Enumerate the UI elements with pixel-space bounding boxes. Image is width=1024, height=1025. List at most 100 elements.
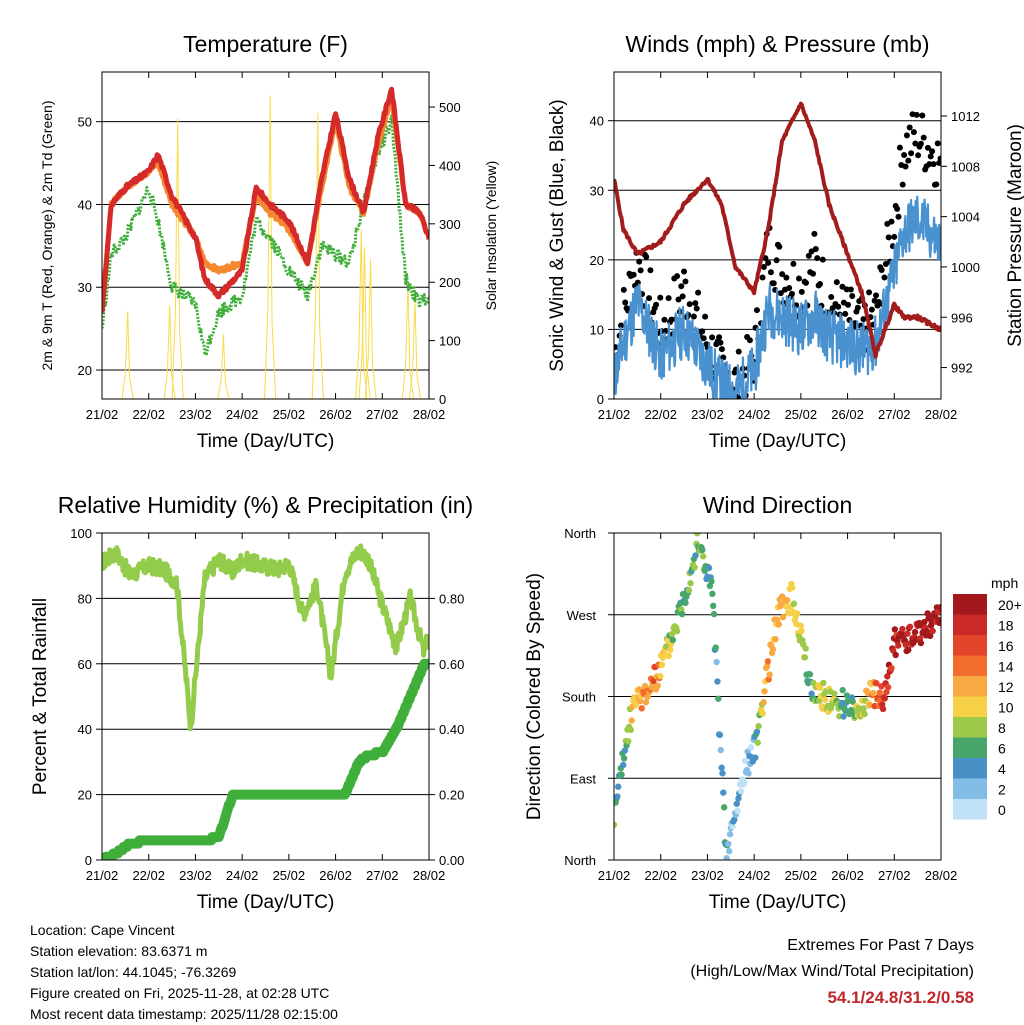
dir-plot-area xyxy=(614,533,941,860)
gust-point xyxy=(622,299,629,306)
temp-x-tick-label: 21/02 xyxy=(86,407,119,422)
wind-direction-point xyxy=(801,654,809,661)
wind-direction-point xyxy=(650,677,657,685)
gust-point xyxy=(699,328,706,335)
dir-y-tick-label: West xyxy=(567,608,597,623)
gust-point xyxy=(777,290,784,297)
gust-point xyxy=(934,140,941,147)
wind-direction-point xyxy=(741,757,749,765)
gust-point xyxy=(814,255,821,262)
gust-point xyxy=(647,267,654,274)
wind-x-tick-label: 25/02 xyxy=(785,407,818,422)
gust-point xyxy=(903,132,910,139)
rh-y2-tick-label: 0.40 xyxy=(439,722,464,737)
dir-x-tick-label: 26/02 xyxy=(831,868,864,883)
dir-x-tick-label: 28/02 xyxy=(925,868,958,883)
wind-direction-point xyxy=(798,627,805,635)
speed-legend-label: 4 xyxy=(998,761,1006,777)
wind-direction-point xyxy=(715,695,722,702)
wind-x-label: Time (Day/UTC) xyxy=(709,431,847,452)
gust-point xyxy=(675,296,682,303)
speed-legend-swatch xyxy=(953,655,987,676)
wind-direction-point xyxy=(884,684,892,691)
wind-direction-point xyxy=(752,754,759,761)
wind-direction-point xyxy=(929,627,936,635)
wind-direction-point xyxy=(657,672,664,680)
gust-point xyxy=(902,163,909,170)
wind-direction-point xyxy=(754,739,761,746)
gust-point xyxy=(717,339,724,346)
gust-point xyxy=(735,348,742,355)
wind-direction-point xyxy=(723,855,730,860)
gust-point xyxy=(690,313,697,320)
temp-title: Temperature (F) xyxy=(183,31,348,57)
gust-point xyxy=(795,275,802,282)
temp-x-tick-label: 22/02 xyxy=(132,407,165,422)
solar-insolation-spike xyxy=(171,118,184,399)
wind-direction-point xyxy=(729,823,736,830)
wind-direction-point xyxy=(775,621,783,628)
gust-point xyxy=(888,218,895,225)
gust-point xyxy=(929,148,936,155)
wind-direction-point xyxy=(642,699,650,706)
wind-direction-point xyxy=(625,738,632,745)
wind-direction-point xyxy=(839,686,846,694)
gust-point xyxy=(661,316,668,323)
wind-direction-point xyxy=(716,731,724,739)
temp-y-label: 2m & 9m T (Red, Orange) & 2m Td (Green) xyxy=(39,101,55,371)
gust-point xyxy=(770,280,777,287)
wind-direction-point xyxy=(895,642,902,649)
gust-point xyxy=(786,285,793,292)
gust-point xyxy=(767,269,774,276)
speed-legend-swatch xyxy=(953,778,987,799)
dir-x-label: Time (Day/UTC) xyxy=(709,892,847,913)
temp-x-tick-label: 23/02 xyxy=(179,407,212,422)
wind-direction-point xyxy=(692,552,699,559)
info-elevation: Station elevation: 83.6371 m xyxy=(30,943,208,959)
dir-x-tick-label: 25/02 xyxy=(785,868,818,883)
gust-point xyxy=(894,205,901,212)
gust-point xyxy=(753,307,760,314)
wind-y-tick-label: 0 xyxy=(597,392,604,407)
gust-point xyxy=(811,230,818,237)
speed-legend-label: 10 xyxy=(998,700,1014,716)
rh-y-tick-label: 0 xyxy=(85,853,92,868)
solar-insolation-spike xyxy=(355,229,368,399)
rh-y-tick-label: 80 xyxy=(78,591,92,606)
wind-direction-point xyxy=(808,690,815,697)
wind-direction-point xyxy=(726,831,734,838)
wind-y2-tick-label: 996 xyxy=(951,310,973,325)
relative-humidity-line xyxy=(102,543,429,732)
wind-direction-point xyxy=(720,804,728,811)
wind-y-label: Sonic Wind & Gust (Blue, Black) xyxy=(547,99,568,371)
wind-direction-point xyxy=(638,705,645,712)
wind-direction-point xyxy=(821,696,829,703)
wind-direction-point xyxy=(802,645,809,652)
wind-direction-point xyxy=(904,630,911,637)
rh-x-label: Time (Day/UTC) xyxy=(197,892,335,913)
temp-x-label: Time (Day/UTC) xyxy=(197,431,335,452)
solar-insolation-spike xyxy=(311,112,324,399)
gust-point xyxy=(917,140,924,147)
station-info: Location: Cape Vincent Station elevation… xyxy=(30,920,338,1025)
temp-y-tick-label: 50 xyxy=(78,115,92,130)
gust-point xyxy=(828,294,835,301)
gust-point xyxy=(908,150,915,157)
rh-border xyxy=(101,532,430,861)
wind-title: Winds (mph) & Pressure (mb) xyxy=(625,31,929,57)
wind-direction-point xyxy=(747,744,755,751)
gust-point xyxy=(810,270,817,277)
gust-point xyxy=(933,181,940,188)
wind-direction-point xyxy=(628,717,635,724)
gust-point xyxy=(919,112,926,119)
wind-direction-point xyxy=(899,625,906,633)
wind-x-tick-label: 28/02 xyxy=(925,407,958,422)
wind-direction-point xyxy=(779,613,787,621)
wind-direction-point xyxy=(816,684,824,691)
temp-x-tick-label: 28/02 xyxy=(413,407,446,422)
gust-point xyxy=(905,157,912,164)
rh-x-tick-label: 28/02 xyxy=(413,868,446,883)
rh-x-tick-label: 26/02 xyxy=(319,868,352,883)
gust-point xyxy=(759,274,766,281)
wind-direction-point xyxy=(725,840,732,848)
